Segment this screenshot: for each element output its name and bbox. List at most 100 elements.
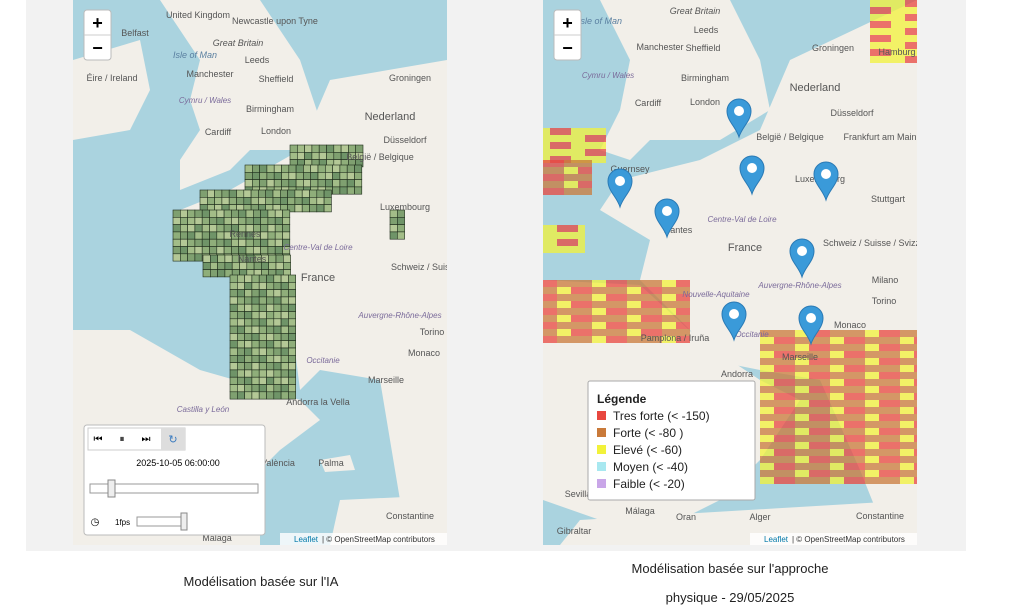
grid-cell	[354, 164, 363, 173]
legend-label: Forte (< -80 )	[613, 426, 683, 440]
grid-cell	[816, 421, 823, 428]
slider-handle[interactable]	[107, 479, 116, 498]
grid-cell	[571, 239, 578, 246]
marker-pin[interactable]	[654, 198, 680, 239]
grid-cell	[844, 379, 851, 386]
grid-cell	[830, 400, 837, 407]
grid-cell	[221, 197, 230, 205]
grid-cell	[795, 449, 802, 456]
grid-cell	[844, 428, 851, 435]
grid-cell	[564, 280, 571, 287]
grid-cell	[907, 463, 914, 470]
grid-cell	[571, 156, 578, 163]
marker-pin[interactable]	[739, 155, 765, 196]
grid-cell	[187, 253, 196, 262]
grid-cell	[389, 231, 398, 240]
grid-cell	[317, 172, 326, 180]
grid-cell	[273, 164, 282, 173]
grid-cell	[893, 470, 900, 477]
map-label: Alger	[749, 512, 770, 522]
grid-cell	[288, 340, 296, 349]
grid-cell	[571, 308, 578, 315]
grid-cell	[802, 414, 809, 421]
grid-cell	[655, 315, 662, 322]
grid-cell	[816, 386, 823, 393]
grid-cell	[900, 400, 907, 407]
grid-cell	[648, 294, 655, 301]
grid-cell	[238, 246, 247, 255]
grid-cell	[592, 156, 599, 163]
grid-cell	[273, 340, 282, 349]
grid-cell	[237, 281, 245, 290]
grid-cell	[180, 246, 188, 255]
grid-cell	[795, 358, 802, 365]
fps-handle[interactable]	[180, 512, 188, 531]
grid-cell	[879, 449, 886, 456]
grid-cell	[273, 274, 282, 283]
attribution-link[interactable]: Leaflet	[294, 535, 319, 544]
grid-cell	[877, 49, 884, 56]
grid-cell	[194, 246, 203, 255]
forward-button[interactable]: ⏭	[142, 434, 151, 445]
fps-slider[interactable]	[136, 516, 186, 527]
grid-cell	[564, 160, 571, 167]
grid-cell	[251, 303, 260, 312]
grid-cell	[564, 315, 571, 322]
grid-cell	[216, 224, 225, 233]
rewind-button[interactable]: ⏮	[94, 434, 103, 445]
grid-cell	[781, 344, 788, 351]
grid-cell	[655, 301, 662, 308]
grid-cell	[550, 301, 557, 308]
marker-pin[interactable]	[813, 161, 839, 202]
loop-button[interactable]: ↻	[168, 434, 177, 446]
marker-pin[interactable]	[607, 168, 633, 209]
grid-cell	[339, 164, 348, 173]
grid-cell	[557, 135, 564, 142]
grid-cell	[251, 281, 260, 290]
grid-cell	[288, 376, 296, 385]
pause-button[interactable]: ⏸	[120, 434, 125, 445]
grid-cell	[251, 391, 260, 400]
grid-cell	[280, 347, 289, 356]
time-slider[interactable]	[89, 483, 259, 494]
grid-cell	[244, 325, 253, 334]
grid-cell	[809, 463, 816, 470]
map-label: Sheffield	[259, 74, 294, 84]
grid-cell	[809, 358, 816, 365]
marker-pin[interactable]	[789, 238, 815, 279]
grid-cell	[898, 42, 905, 49]
grid-cell	[273, 318, 282, 327]
grid-cell	[823, 449, 830, 456]
grid-cell	[332, 186, 341, 195]
zoom-out[interactable]: −	[562, 38, 573, 58]
map-label: Groningen	[812, 43, 854, 53]
grid-cell	[823, 379, 830, 386]
zoom-in[interactable]: +	[92, 13, 103, 33]
grid-cell	[557, 280, 564, 287]
grid-cell	[767, 330, 774, 337]
grid-cell	[634, 315, 641, 322]
marker-pin[interactable]	[721, 301, 747, 342]
grid-cell	[802, 344, 809, 351]
grid-cell	[172, 253, 181, 262]
grid-cell	[217, 254, 226, 263]
zoom-in[interactable]: +	[562, 13, 573, 33]
grid-cell	[272, 189, 281, 198]
grid-cell	[280, 333, 289, 341]
grid-cell	[870, 0, 877, 7]
map-label: Occitanie	[306, 356, 340, 365]
grid-cell	[288, 179, 297, 188]
grid-cell	[258, 318, 267, 327]
grid-cell	[851, 358, 858, 365]
grid-cell	[802, 393, 809, 400]
grid-cell	[229, 274, 238, 283]
grid-cell	[229, 391, 238, 400]
grid-cell	[564, 239, 571, 246]
map-label: United Kingdom	[166, 10, 230, 20]
grid-cell	[244, 318, 253, 327]
zoom-out[interactable]: −	[92, 38, 103, 58]
marker-pin[interactable]	[798, 305, 824, 346]
attribution-link[interactable]: Leaflet	[764, 535, 789, 544]
grid-cell	[774, 386, 781, 393]
marker-pin[interactable]	[726, 98, 752, 139]
